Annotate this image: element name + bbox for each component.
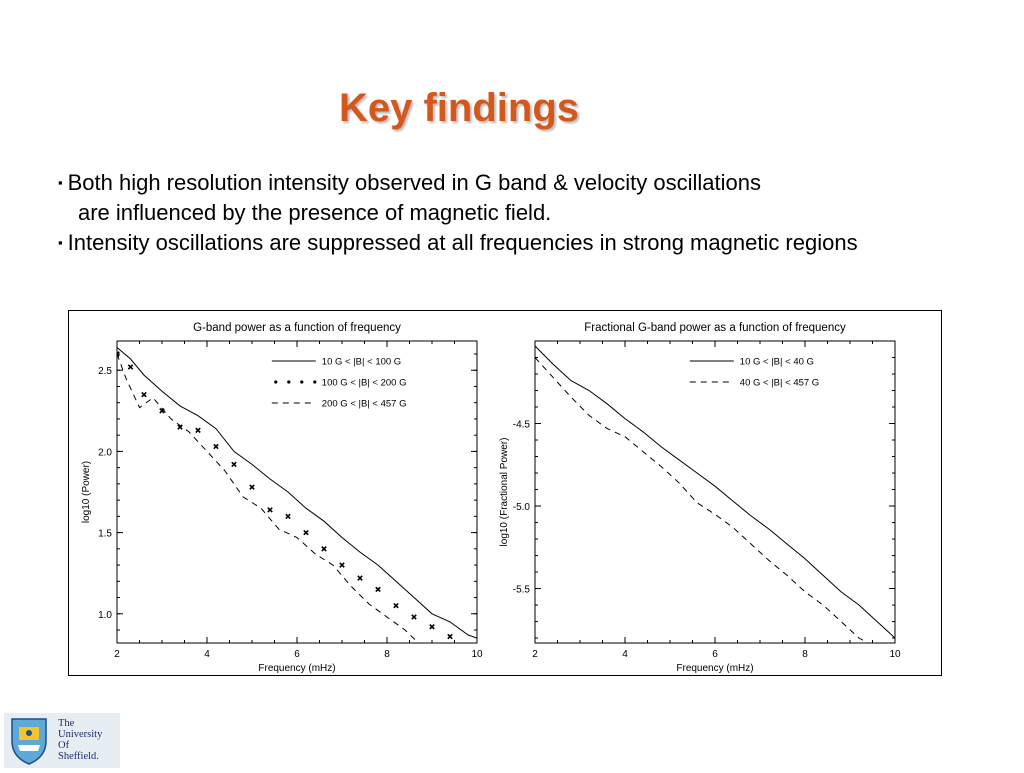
data-point [127,364,134,370]
y-tick-label: -4.5 [513,420,531,431]
x-tick-label: 2 [532,649,538,660]
slide-title: Key findings [338,86,580,130]
figure-panel: G-band power as a function of frequency 2… [68,310,942,676]
university-logo: The University Of Sheffield. [4,713,120,768]
y-tick-label: 1.0 [98,610,112,621]
bullet-item-1: ▪ Both high resolution intensity observed… [58,168,858,198]
series-line [535,345,895,639]
plot-frame [534,340,896,644]
series-markers [117,351,453,640]
legend-marker [287,380,291,384]
data-point [213,443,219,450]
data-point [177,424,183,430]
x-tick-label: 8 [802,649,808,660]
data-point [393,602,399,609]
x-tick-label: 4 [204,649,210,660]
data-point [321,546,327,552]
data-point [249,484,255,490]
x-tick-label: 6 [712,649,718,660]
bullet-list: ▪ Both high resolution intensity observed… [58,168,858,258]
data-point [447,633,453,640]
legend-marker [313,380,317,384]
bullet-square-icon: ▪ [58,175,63,190]
x-tick-label: 8 [384,649,390,660]
x-tick-label: 2 [114,649,120,660]
data-point [375,586,381,593]
legend-label: 100 G < |B| < 200 G [322,378,407,389]
bullet-item-2: ▪ Intensity oscillations are suppressed a… [58,228,858,258]
data-point [303,529,309,536]
charts-svg: G-band power as a function of frequency 2… [81,322,901,674]
data-point [195,427,201,434]
legend-marker [300,380,304,384]
y-tick-label: 1.5 [98,529,112,540]
x-axis-label: Frequency (mHz) [676,663,753,674]
plot-frame [116,340,478,644]
data-point [141,391,147,398]
bullet-item-1-continuation: are influenced by the presence of magnet… [58,198,858,228]
chart-title: G-band power as a function of frequency [193,322,401,334]
chart-2: Fractional G-band power as a function of… [499,322,901,674]
bullet-text-line: Intensity oscillations are suppressed at… [67,230,858,255]
data-point [357,575,363,581]
logo-text-line: Of [58,740,70,751]
x-tick-label: 10 [889,649,901,660]
data-point [339,562,345,568]
series-line [117,347,477,639]
legend-label: 40 G < |B| < 457 G [740,378,819,389]
logo-text-line: University [58,729,103,740]
data-point [117,351,120,357]
data-point [267,507,273,513]
data-point [285,513,291,520]
x-tick-label: 6 [294,649,300,660]
data-point [231,461,237,468]
series-line [535,357,869,643]
bullet-square-icon: ▪ [58,235,63,250]
y-axis-label: log10 (Power) [81,461,92,523]
bullet-text-line: Both high resolution intensity observed … [67,170,761,195]
legend-marker [274,380,278,384]
chart-1: G-band power as a function of frequency 2… [81,322,483,674]
x-tick-label: 4 [622,649,628,660]
y-tick-label: 2.5 [98,366,112,377]
y-axis-label: log10 (Fractional Power) [499,438,510,547]
series-line [117,353,419,643]
legend-label: 200 G < |B| < 457 G [322,399,407,410]
university-shield-icon [11,718,47,765]
x-tick-label: 10 [471,649,483,660]
data-point [429,623,435,630]
legend-label: 10 G < |B| < 100 G [322,357,401,368]
legend-label: 10 G < |B| < 40 G [740,357,814,368]
logo-text-line: Sheffield. [58,751,99,762]
y-tick-label: -5.0 [513,502,531,513]
y-tick-label: -5.5 [513,585,531,596]
bullet-text-line: are influenced by the presence of magnet… [78,200,552,225]
university-name: The University Of Sheffield. [58,718,102,762]
logo-text-line: The [58,718,75,729]
y-tick-label: 2.0 [98,447,112,458]
data-point [411,614,417,620]
x-axis-label: Frequency (mHz) [258,663,335,674]
chart-title: Fractional G-band power as a function of… [584,322,846,334]
